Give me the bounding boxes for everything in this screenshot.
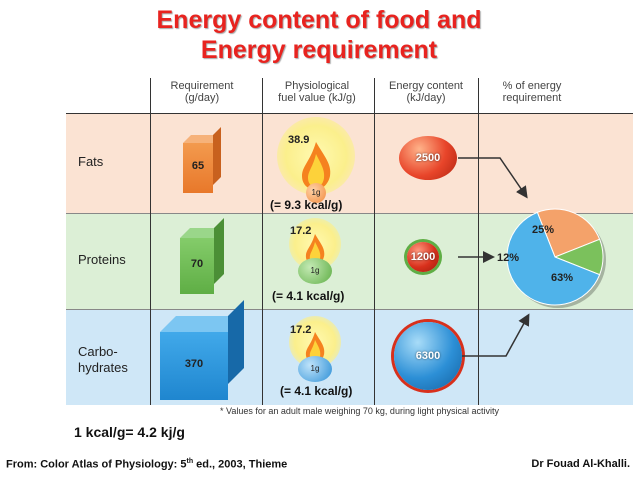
grid-line [262, 78, 263, 405]
pie-label-proteins: 12% [497, 252, 520, 264]
row-label-fats: Fats [78, 154, 104, 169]
page-title-line-2: Energy requirement [200, 36, 438, 64]
kcal-carbohydrates: (= 4.1 kcal/g) [280, 384, 353, 398]
flame-icon [305, 332, 325, 364]
grid-line [66, 213, 633, 214]
page-title-line-1: Energy content of food and [156, 6, 482, 34]
pie-slice-2 [506, 211, 601, 306]
kcal-fats: (= 9.3 kcal/g) [270, 198, 343, 212]
arrow-carbohydrates [462, 313, 530, 357]
gram-ball-fats: 1g [306, 183, 326, 203]
grid-line [150, 78, 151, 405]
author-credit: Dr Fouad Al-Khalli. [531, 458, 630, 470]
header-fuel-value: Physiological fuel value (kJ/g) [278, 80, 356, 104]
energy-sphere-carbohydrates: 6300 [394, 322, 462, 390]
grid-line [374, 78, 375, 405]
conversion-note: 1 kcal/g= 4.2 kj/g [74, 424, 185, 440]
cube-fats: 65 [183, 127, 225, 193]
pie-label-fats: 25% [532, 224, 555, 236]
requirement-value-proteins: 70 [190, 258, 204, 270]
arrow-fats [458, 157, 528, 199]
cube-carbohydrates: 370 [160, 300, 246, 400]
pie-label-carbohydrates: 63% [551, 272, 574, 284]
gram-ball-carbohydrates: 1g [298, 356, 332, 382]
gram-ball-proteins: 1g [298, 258, 332, 284]
row-label-carbohydrates: Carbo- hydrates [78, 344, 128, 375]
grid-line [478, 78, 479, 405]
cube-proteins: 70 [180, 218, 228, 294]
flame-icon [302, 142, 331, 190]
requirement-value-carbohydrates: 370 [184, 358, 204, 370]
kcal-proteins: (= 4.1 kcal/g) [272, 289, 345, 303]
source-citation: From: Color Atlas of Physiology: 5th ed.… [6, 458, 288, 471]
header-energy-content: Energy content (kJ/day) [389, 80, 463, 104]
grid-line [66, 113, 633, 114]
fuel-value-fats: 38.9 [288, 134, 310, 146]
fuel-value-carbohydrates: 17.2 [290, 324, 312, 336]
footnote: * Values for an adult male weighing 70 k… [220, 406, 499, 416]
requirement-value-fats: 65 [191, 160, 205, 172]
grid-line [66, 309, 633, 310]
flame-icon [305, 234, 325, 266]
pie-and-arrows [458, 157, 606, 357]
fuel-value-proteins: 17.2 [290, 225, 312, 237]
header-percent-energy: % of energy requirement [502, 80, 562, 104]
row-label-proteins: Proteins [78, 252, 126, 267]
energy-sphere-proteins: 1200 [407, 242, 439, 272]
energy-sphere-fats: 2500 [399, 136, 457, 180]
header-requirement: Requirement (g/day) [170, 80, 234, 104]
